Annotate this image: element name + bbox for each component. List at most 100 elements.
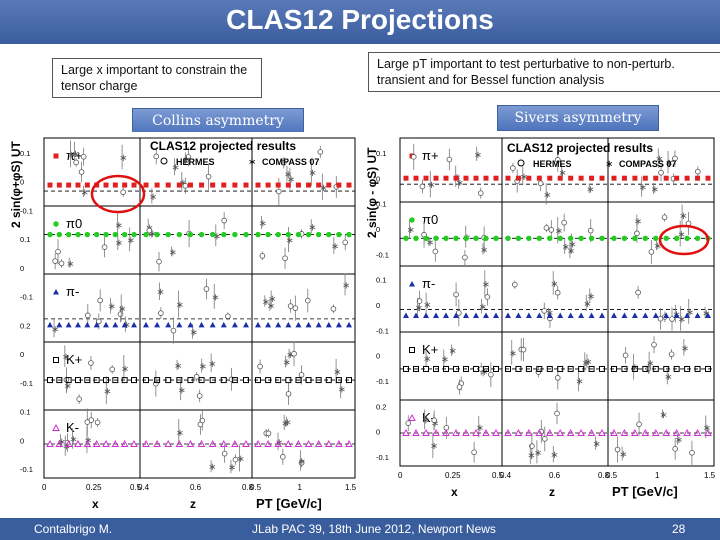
collins-tick-label: 0 (42, 483, 47, 492)
sivers-hermes-point (554, 375, 561, 381)
sivers-compass-point: ∗ (474, 150, 482, 161)
collins-compass-point: ∗ (62, 352, 70, 363)
sivers-legend-hermes-marker (517, 159, 525, 167)
collins-legend-marker (53, 221, 59, 227)
sivers-point (453, 235, 459, 241)
collins-compass-point: ∗ (283, 418, 291, 429)
sivers-point (413, 312, 419, 319)
collins-compass-point: ∗ (171, 163, 179, 174)
sivers-compass-point: ∗ (654, 241, 662, 252)
collins-hermes-point (232, 456, 239, 463)
collins-hermes-point (291, 350, 297, 357)
collins-point (255, 182, 261, 188)
sivers-ylabel: 2 sin(φ - φS) UT (365, 147, 379, 238)
sivers-point (578, 365, 585, 372)
sivers-point (545, 428, 554, 436)
collins-point (335, 321, 342, 328)
sivers-compass-point: ∗ (480, 245, 488, 256)
collins-y-tick: 0 (20, 178, 24, 187)
collins-point (56, 231, 63, 238)
sivers-point (642, 312, 649, 319)
collins-hermes-point (76, 396, 83, 402)
sivers-hermes-point (484, 294, 491, 300)
sivers-compass-point: ∗ (702, 309, 710, 320)
collins-point (93, 231, 100, 238)
title-bar (0, 0, 720, 44)
sivers-compass-point: ∗ (582, 358, 590, 369)
sivers-hermes-point (431, 417, 437, 424)
collins-y-tick: -0.1 (20, 293, 33, 302)
collins-point (285, 182, 291, 188)
collins-point (130, 439, 138, 447)
sivers-point (663, 365, 670, 372)
collins-point (153, 439, 161, 447)
sivers-point (433, 365, 439, 372)
collins-point (131, 231, 137, 238)
collins-xlabel-z: z (190, 497, 196, 511)
sivers-compass-point: ∗ (558, 168, 566, 179)
sivers-compass-point: ∗ (550, 450, 558, 461)
collins-point (346, 231, 352, 238)
collins-point (265, 321, 272, 328)
collins-y-tick: 0.1 (20, 408, 30, 417)
collins-point (47, 321, 53, 328)
collins-point (231, 439, 239, 447)
collins-compass-point: ∗ (174, 361, 182, 372)
sivers-point (525, 365, 532, 372)
collins-point (92, 439, 101, 447)
collins-hermes-point (196, 393, 203, 399)
collins-point (315, 231, 322, 238)
collins-hermes-point (73, 159, 79, 166)
collins-hermes-point (101, 244, 108, 250)
collins-point (56, 182, 62, 188)
collins-point (231, 377, 238, 384)
collins-compass-point: ∗ (62, 442, 70, 453)
sivers-point (483, 235, 489, 241)
sivers-point (463, 312, 469, 319)
sivers-compass-point: ∗ (619, 450, 627, 461)
sivers-point (526, 175, 532, 181)
sivers-legend-marker (409, 281, 415, 287)
sivers-legend-marker (409, 347, 415, 353)
sivers-point (662, 428, 671, 436)
collins-point (84, 321, 91, 328)
sivers-point (515, 235, 522, 241)
collins-compass-point: ∗ (127, 235, 135, 246)
collins-point (175, 439, 184, 447)
collins-point (326, 231, 332, 238)
collins-point (295, 182, 301, 188)
collins-y-tick: 0 (20, 436, 24, 445)
collins-hermes-point (225, 313, 231, 320)
sivers-hermes-point (614, 446, 621, 453)
collins-legend-marker (53, 153, 59, 159)
collins-compass-point: ∗ (169, 248, 177, 259)
collins-hermes-point (96, 318, 102, 325)
collins-point (176, 321, 183, 328)
collins-point (242, 439, 250, 447)
sivers-point (599, 175, 605, 181)
sivers-point (642, 365, 649, 372)
collins-hermes-point (158, 310, 164, 316)
collins-point (264, 439, 272, 447)
sivers-hermes-point (669, 316, 675, 322)
collins-chart: π+∗∗∗∗∗∗∗∗∗∗∗∗π0∗∗∗∗∗∗∗∗∗∗∗∗π-∗∗∗∗∗∗∗∗∗∗… (9, 137, 357, 511)
sivers-point (631, 365, 638, 372)
collins-hermes-point (342, 239, 349, 246)
collins-point (187, 182, 193, 188)
sivers-point (663, 175, 669, 181)
sivers-hermes-point (520, 346, 527, 353)
sivers-point (547, 175, 553, 181)
collins-point (143, 231, 149, 238)
sivers-tick-label: 1 (655, 471, 660, 480)
collins-xlabel-pt: PT [GeV/c] (256, 496, 322, 511)
sivers-compass-point: ∗ (527, 451, 535, 462)
sivers-point (546, 365, 553, 372)
sivers-hermes-point (488, 371, 494, 378)
collins-compass-point: ∗ (84, 436, 92, 447)
sivers-point (536, 312, 543, 319)
collins-point (65, 321, 72, 328)
collins-y-tick: -0.1 (20, 465, 33, 474)
sivers-hermes-point (645, 365, 652, 372)
sivers-point (514, 428, 523, 436)
